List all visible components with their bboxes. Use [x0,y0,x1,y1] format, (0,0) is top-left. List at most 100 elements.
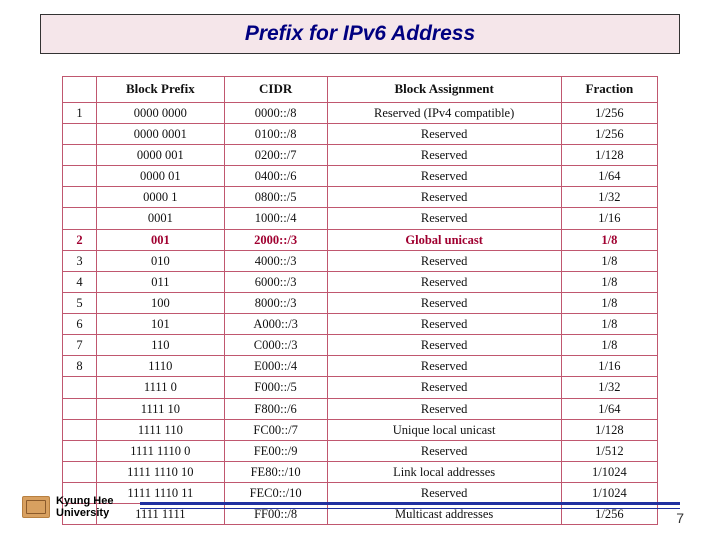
table-cell: 1/64 [561,398,657,419]
table-cell: FF00::/8 [224,504,327,525]
table-cell [63,440,97,461]
table-cell: A000::/3 [224,314,327,335]
table-cell: 1111 10 [97,398,225,419]
table-cell [63,208,97,229]
table-row: 1111 1110 11FEC0::/10Reserved1/1024 [63,483,658,504]
table-cell: 101 [97,314,225,335]
table-cell: Reserved [327,166,561,187]
page-number: 7 [676,510,684,526]
table-row: 40116000::/3Reserved1/8 [63,271,658,292]
table-header-row: Block PrefixCIDRBlock AssignmentFraction [63,77,658,103]
table-cell: 0000 0001 [97,123,225,144]
table-cell: Reserved [327,208,561,229]
table-cell: 8 [63,356,97,377]
table-cell: 1111 0 [97,377,225,398]
table-cell: Reserved [327,314,561,335]
ipv6-prefix-table-wrap: Block PrefixCIDRBlock AssignmentFraction… [62,76,658,525]
title-bar: Prefix for IPv6 Address [40,14,680,54]
table-cell: 5 [63,292,97,313]
table-cell: 0000::/8 [224,102,327,123]
table-row: 51008000::/3Reserved1/8 [63,292,658,313]
table-cell [63,145,97,166]
table-cell: 1111 110 [97,419,225,440]
table-cell [63,419,97,440]
table-row: 6101A000::/3Reserved1/8 [63,314,658,335]
table-cell: FE80::/10 [224,461,327,482]
table-cell: 1/8 [561,271,657,292]
table-cell [63,166,97,187]
table-cell [63,377,97,398]
table-cell: 0000 1 [97,187,225,208]
table-row: 0000 0010200::/7Reserved1/128 [63,145,658,166]
table-cell: Reserved [327,440,561,461]
table-cell: 1/8 [561,229,657,250]
table-cell: 010 [97,250,225,271]
table-cell: 1/256 [561,102,657,123]
table-cell: 2000::/3 [224,229,327,250]
table-cell: 2 [63,229,97,250]
table-cell: 011 [97,271,225,292]
uni-line1: Kyung Hee [56,495,113,507]
table-row: 1111 1110 0FE00::/9Reserved1/512 [63,440,658,461]
table-row: 1111 110FC00::/7Unique local unicast1/12… [63,419,658,440]
table-cell: F000::/5 [224,377,327,398]
table-cell: 1/16 [561,356,657,377]
table-cell: Reserved (IPv4 compatible) [327,102,561,123]
table-cell: Reserved [327,271,561,292]
table-cell: 001 [97,229,225,250]
table-cell: 3 [63,250,97,271]
ipv6-prefix-table: Block PrefixCIDRBlock AssignmentFraction… [62,76,658,525]
table-cell: FEC0::/10 [224,483,327,504]
page-title: Prefix for IPv6 Address [245,22,475,46]
table-cell: 1111 1110 10 [97,461,225,482]
table-header-cell: Fraction [561,77,657,103]
table-cell: Global unicast [327,229,561,250]
table-cell: Reserved [327,145,561,166]
table-cell: FE00::/9 [224,440,327,461]
table-cell: 0200::/7 [224,145,327,166]
table-row: 0000 00010100::/8Reserved1/256 [63,123,658,144]
table-cell: 100 [97,292,225,313]
table-cell: 1/32 [561,377,657,398]
table-row: 10000 00000000::/8Reserved (IPv4 compati… [63,102,658,123]
table-cell: 1/1024 [561,483,657,504]
table-cell: 1/512 [561,440,657,461]
table-cell: Reserved [327,292,561,313]
table-cell: 1111 1111 [97,504,225,525]
table-cell: Link local addresses [327,461,561,482]
table-cell: 1/256 [561,123,657,144]
table-row: 7110C000::/3Reserved1/8 [63,335,658,356]
table-cell: 1000::/4 [224,208,327,229]
table-cell: 1110 [97,356,225,377]
table-cell: 0000 0000 [97,102,225,123]
table-cell: 4000::/3 [224,250,327,271]
table-cell: Reserved [327,483,561,504]
table-cell: 1/8 [561,314,657,335]
table-row: 0000 10800::/5Reserved1/32 [63,187,658,208]
table-cell: 1/8 [561,335,657,356]
table-cell: 1 [63,102,97,123]
uni-line2: University [56,507,109,519]
table-cell: Reserved [327,356,561,377]
table-cell: 1111 1110 11 [97,483,225,504]
table-cell: 6000::/3 [224,271,327,292]
table-cell: 1/1024 [561,461,657,482]
table-cell: C000::/3 [224,335,327,356]
table-header-cell: Block Assignment [327,77,561,103]
table-cell: 1111 1110 0 [97,440,225,461]
table-header-cell: CIDR [224,77,327,103]
table-cell: 1/256 [561,504,657,525]
table-header-cell [63,77,97,103]
table-cell: F800::/6 [224,398,327,419]
table-header-cell: Block Prefix [97,77,225,103]
table-cell: 0000 01 [97,166,225,187]
table-cell: 0100::/8 [224,123,327,144]
table-cell: 1/32 [561,187,657,208]
table-cell: Reserved [327,187,561,208]
table-cell: Unique local unicast [327,419,561,440]
table-cell: Reserved [327,123,561,144]
table-cell: 1/8 [561,250,657,271]
footer-divider-thin [140,508,680,509]
table-cell: 8000::/3 [224,292,327,313]
table-row: 81110E000::/4Reserved1/16 [63,356,658,377]
